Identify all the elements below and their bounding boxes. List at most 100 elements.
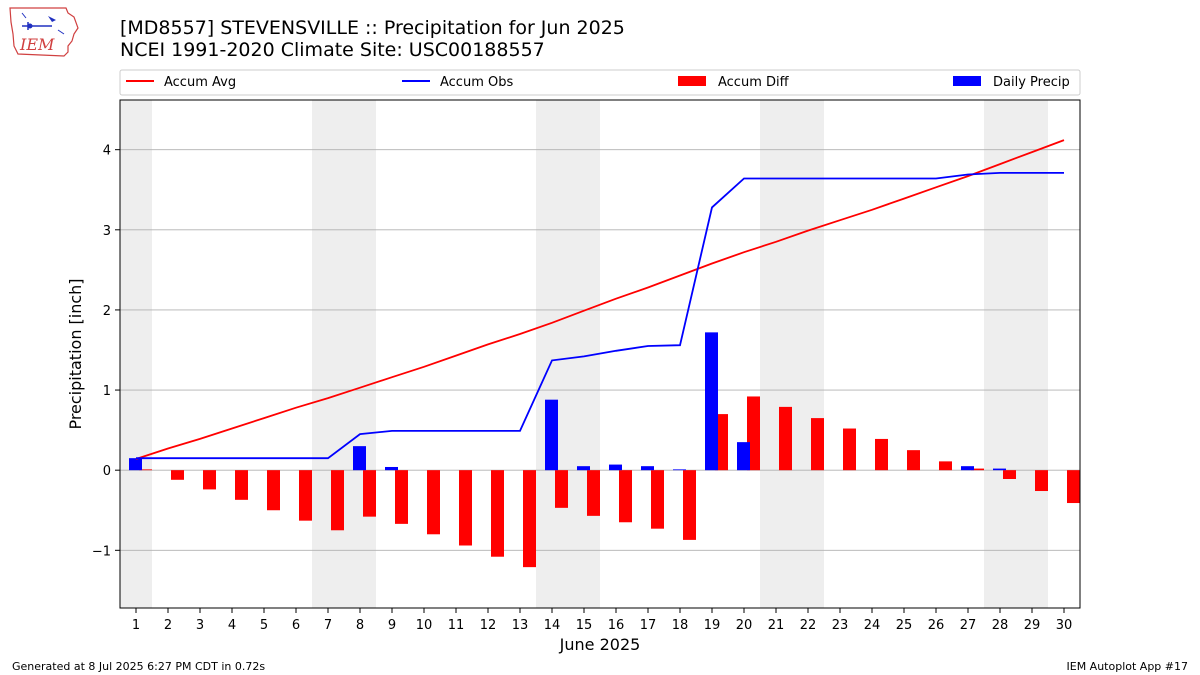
diff-bar-6 [299,470,312,521]
x-tick-label-18: 18 [672,618,689,633]
diff-bar-5 [267,470,280,511]
x-tick-label-28: 28 [992,618,1009,633]
diff-bar-1 [139,469,152,471]
diff-bar-3 [203,470,216,490]
x-tick-label-8: 8 [356,618,364,633]
x-tick-label-13: 13 [512,618,529,633]
diff-bar-25 [907,450,920,471]
legend-swatch-daily-precip [953,76,981,86]
x-tick-label-15: 15 [576,618,593,633]
daily-bar-15 [577,466,590,471]
diff-bar-13 [523,470,536,568]
lines [135,139,1065,460]
x-tick-label-16: 16 [608,618,625,633]
y-tick-label-1: 1 [103,384,111,399]
diff-bar-28 [1003,470,1016,479]
legend-label-accum-obs: Accum Obs [440,75,513,90]
daily-bar-19 [705,332,718,471]
x-tick-label-19: 19 [704,618,721,633]
x-axis-label: June 2025 [559,635,641,654]
bars [129,332,1080,568]
diff-bar-20 [747,396,760,471]
x-tick-label-10: 10 [416,618,433,633]
x-tick-label-20: 20 [736,618,753,633]
diff-bar-16 [619,470,632,523]
diff-bar-10 [427,470,440,535]
daily-bar-16 [609,464,622,471]
x-tick-label-6: 6 [292,618,300,633]
x-tick-label-1: 1 [132,618,140,633]
footer-generated: Generated at 8 Jul 2025 6:27 PM CDT in 0… [12,660,266,673]
diff-bar-23 [843,428,856,471]
x-tick-label-21: 21 [768,618,785,633]
legend-label-accum-avg: Accum Avg [164,75,236,90]
accum-obs-line [136,171,1064,460]
weekend-band-5 [984,100,1048,608]
x-tick-label-2: 2 [164,618,172,633]
daily-bar-1 [129,458,142,471]
legend-label-accum-diff: Accum Diff [718,75,790,90]
x-tick-label-23: 23 [832,618,849,633]
y-tick-label-neg1: −1 [92,544,111,559]
title-line-2: NCEI 1991-2020 Climate Site: USC00188557 [120,39,545,61]
x-tick-label-14: 14 [544,618,561,633]
x-tick-label-5: 5 [260,618,268,633]
x-tick-label-12: 12 [480,618,497,633]
daily-bar-20 [737,442,750,471]
weekend-band-2 [312,100,376,608]
y-tick-label-4: 4 [103,144,111,159]
daily-bar-9 [385,466,398,471]
diff-bar-4 [235,470,248,500]
diff-bar-2 [171,470,184,480]
weekend-band-4 [760,100,824,608]
title-line-1: [MD8557] STEVENSVILLE :: Precipitation f… [120,17,625,39]
diff-bar-15 [587,470,600,516]
x-tick-label-29: 29 [1024,618,1041,633]
y-tick-label-3: 3 [103,224,111,239]
weekend-band-1 [120,100,152,608]
legend-box [119,69,1081,96]
daily-bar-17 [641,466,654,471]
diff-bar-21 [779,406,792,471]
y-tick-label-0: 0 [103,464,111,479]
x-tick-label-11: 11 [448,618,465,633]
y-tick-label-2: 2 [103,304,111,319]
weekend-shading [120,100,1048,608]
x-tick-label-3: 3 [196,618,204,633]
diff-bar-24 [875,438,888,471]
x-tick-label-26: 26 [928,618,945,633]
x-tick-label-24: 24 [864,618,881,633]
y-axis: −1 0 1 2 3 4 [92,144,120,559]
daily-bar-8 [353,446,366,471]
diff-bar-17 [651,470,664,529]
x-tick-label-27: 27 [960,618,977,633]
diff-bar-9 [395,470,408,524]
daily-bar-28 [993,468,1006,471]
diff-bar-27 [971,468,984,471]
y-axis-label: Precipitation [inch] [66,278,85,429]
diff-bar-12 [491,470,504,557]
daily-bar-27 [961,466,974,471]
x-tick-label-4: 4 [228,618,236,633]
x-tick-label-30: 30 [1056,618,1073,633]
legend-swatch-accum-diff [678,76,706,86]
daily-bar-18 [673,469,686,471]
x-axis: 1 2 3 4 5 6 7 8 9 10 11 12 13 14 15 16 17 18 19 20 21 22 23 24 2… [132,608,1072,633]
diff-bar-30 [1067,470,1080,504]
chart-title: [MD8557] STEVENSVILLE :: Precipitation f… [120,17,625,61]
x-tick-label-22: 22 [800,618,817,633]
x-tick-label-7: 7 [324,618,332,633]
x-tick-label-9: 9 [388,618,396,633]
daily-bar-14 [545,399,558,471]
x-tick-label-25: 25 [896,618,913,633]
diff-bar-14 [555,470,568,508]
diff-bar-18 [683,470,696,540]
logo-text: IEM [19,35,55,54]
diff-bar-22 [811,418,824,471]
diff-bar-11 [459,470,472,546]
legend-label-daily-precip: Daily Precip [993,75,1070,90]
diff-bar-8 [363,470,376,517]
legend: Accum Avg Accum Obs Accum Diff Daily Precip [119,69,1081,96]
plot-frame [119,99,1081,609]
